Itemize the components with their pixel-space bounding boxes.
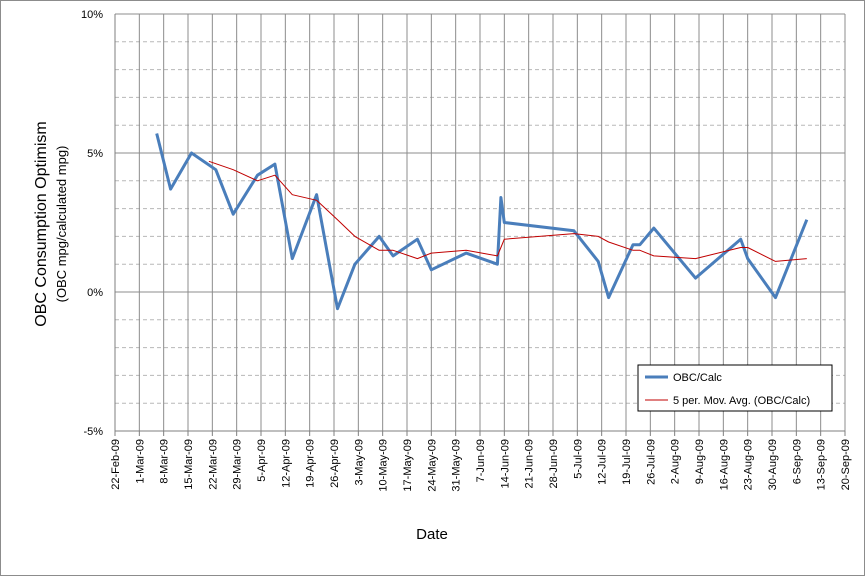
x-tick-label: 12-Apr-09: [280, 439, 292, 488]
x-tick-label: 26-Apr-09: [329, 439, 341, 488]
x-tick-label: 31-May-09: [451, 439, 463, 492]
y-tick-label: -5%: [83, 426, 103, 438]
legend-label-obc-calc: OBC/Calc: [673, 372, 722, 384]
x-tick-label: 21-Jun-09: [524, 439, 536, 489]
x-tick-label: 23-Aug-09: [743, 439, 755, 490]
x-tick-label: 2-Aug-09: [670, 439, 682, 484]
x-tick-label: 15-Mar-09: [183, 439, 195, 490]
y-axis-sublabel: (OBC mpg/calculated mpg): [54, 146, 69, 303]
series-line-moving-average: [208, 160, 807, 262]
x-tick-label: 29-Mar-09: [232, 439, 244, 490]
x-tick-label: 22-Mar-09: [207, 439, 219, 490]
x-tick-label: 30-Aug-09: [767, 439, 779, 490]
x-tick-label: 17-May-09: [402, 439, 414, 492]
x-tick-label: 9-Aug-09: [694, 439, 706, 484]
x-tick-label: 1-Mar-09: [134, 439, 146, 484]
y-tick-label: 10%: [81, 9, 103, 21]
y-tick-label: 0%: [87, 287, 103, 299]
x-axis-label: Date: [416, 526, 448, 543]
series-line-obc-calc: [155, 133, 809, 311]
x-tick-labels: 22-Feb-09 1-Mar-09 8-Mar-09 15-Mar-09 22-Mar…: [110, 439, 852, 492]
y-axis-label: OBC Consumption Optimism: [33, 121, 50, 326]
x-tick-label: 8-Mar-09: [159, 439, 171, 484]
legend-box: [637, 364, 833, 412]
x-tick-label: 13-Sep-09: [816, 439, 828, 490]
axes: [114, 14, 846, 436]
x-tick-label: 24-May-09: [426, 439, 438, 492]
legend: OBC/Calc 5 per. Mov. Avg. (OBC/Calc): [637, 364, 833, 412]
x-tick-label: 7-Jun-09: [475, 439, 487, 482]
x-tick-label: 10-May-09: [378, 439, 390, 492]
x-tick-label: 3-May-09: [353, 439, 365, 485]
x-tick-label: 6-Sep-09: [791, 439, 803, 484]
x-tick-label: 14-Jun-09: [499, 439, 511, 489]
series-lines: [155, 133, 809, 311]
x-tick-label: 26-Jul-09: [645, 439, 657, 485]
legend-label-moving-average: 5 per. Mov. Avg. (OBC/Calc): [673, 395, 810, 407]
y-tick-labels: 10% 5% 0% -5%: [81, 9, 103, 438]
x-tick-label: 5-Jul-09: [572, 439, 584, 479]
x-tick-label: 20-Sep-09: [840, 439, 852, 490]
y-tick-label: 5%: [87, 148, 103, 160]
x-tick-label: 16-Aug-09: [718, 439, 730, 490]
x-tick-label: 5-Apr-09: [256, 439, 268, 482]
x-tick-label: 28-Jun-09: [548, 439, 560, 489]
x-tick-label: 12-Jul-09: [597, 439, 609, 485]
x-tick-label: 19-Apr-09: [305, 439, 317, 488]
x-tick-label: 19-Jul-09: [621, 439, 633, 485]
x-tick-label: 22-Feb-09: [110, 439, 122, 490]
